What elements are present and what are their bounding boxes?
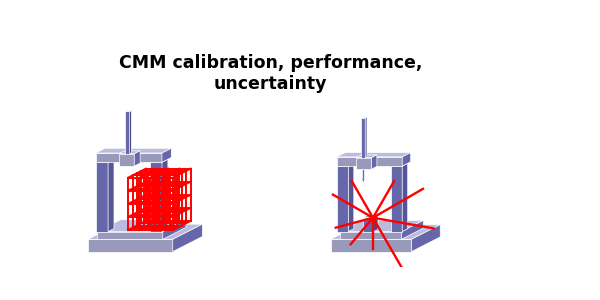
Polygon shape xyxy=(162,159,168,232)
Polygon shape xyxy=(88,239,173,252)
Polygon shape xyxy=(162,148,171,162)
Polygon shape xyxy=(119,151,140,154)
Polygon shape xyxy=(125,112,130,154)
Polygon shape xyxy=(331,239,412,252)
Polygon shape xyxy=(97,232,163,239)
Polygon shape xyxy=(173,224,202,252)
Polygon shape xyxy=(337,157,402,166)
Polygon shape xyxy=(349,163,354,232)
Polygon shape xyxy=(361,117,367,118)
Polygon shape xyxy=(371,155,377,169)
Polygon shape xyxy=(340,220,424,232)
Polygon shape xyxy=(361,118,365,158)
Polygon shape xyxy=(337,166,349,232)
Polygon shape xyxy=(130,111,131,154)
Polygon shape xyxy=(108,159,114,232)
Polygon shape xyxy=(331,225,440,239)
Polygon shape xyxy=(119,154,134,166)
Polygon shape xyxy=(402,153,410,166)
Polygon shape xyxy=(88,224,202,239)
Polygon shape xyxy=(363,218,374,232)
Polygon shape xyxy=(402,163,408,232)
Polygon shape xyxy=(97,220,186,232)
Polygon shape xyxy=(391,163,408,166)
Polygon shape xyxy=(412,225,440,252)
Polygon shape xyxy=(337,163,354,166)
Polygon shape xyxy=(96,162,108,232)
Polygon shape xyxy=(96,148,171,153)
Polygon shape xyxy=(134,151,140,166)
Polygon shape xyxy=(362,169,364,178)
Polygon shape xyxy=(149,162,162,232)
Polygon shape xyxy=(96,159,114,162)
Polygon shape xyxy=(356,155,377,158)
Polygon shape xyxy=(374,216,378,232)
Polygon shape xyxy=(365,117,367,158)
Polygon shape xyxy=(363,216,378,218)
Polygon shape xyxy=(391,166,402,232)
Polygon shape xyxy=(337,153,410,157)
Polygon shape xyxy=(401,220,424,239)
Polygon shape xyxy=(340,232,401,239)
Polygon shape xyxy=(362,178,364,182)
Polygon shape xyxy=(125,111,131,112)
Polygon shape xyxy=(356,158,371,169)
Text: CMM calibration, performance,
uncertainty: CMM calibration, performance, uncertaint… xyxy=(119,55,422,93)
Polygon shape xyxy=(149,159,168,162)
Polygon shape xyxy=(96,153,162,162)
Polygon shape xyxy=(163,220,186,239)
